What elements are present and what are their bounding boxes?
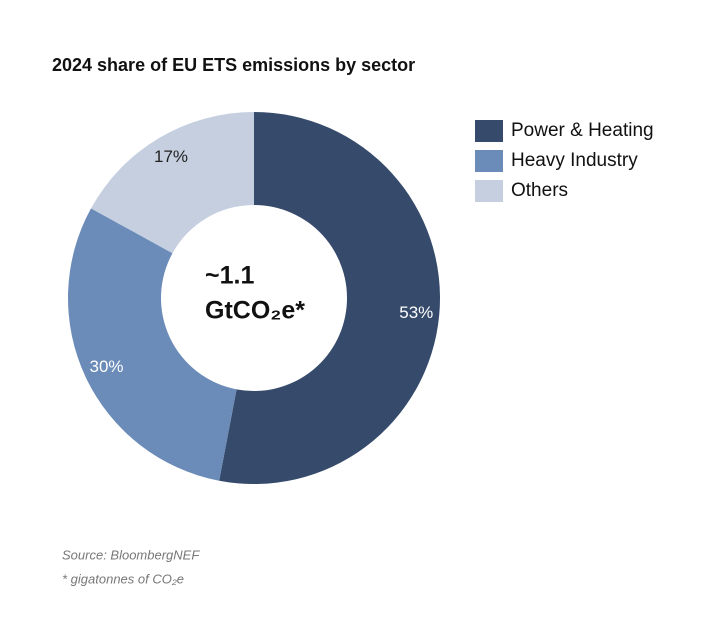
chart-title: 2024 share of EU ETS emissions by sector <box>52 55 415 75</box>
donut-segment <box>91 112 254 254</box>
legend-label: Others <box>511 180 568 201</box>
value-label: 30% <box>89 357 123 376</box>
donut-segment <box>219 111 441 485</box>
legend-swatch <box>475 150 503 172</box>
footnote: * gigatonnes of CO₂e <box>62 571 184 586</box>
value-label: 17% <box>154 147 188 166</box>
source-note: Source: BloombergNEF <box>62 547 200 562</box>
center-label: ~1.1 <box>205 262 254 290</box>
legend-swatch <box>475 180 503 202</box>
legend-label: Heavy Industry <box>511 150 638 171</box>
center-label: GtCO₂e* <box>205 297 305 325</box>
legend-label: Power & Heating <box>511 120 654 141</box>
donut-segment <box>67 208 237 481</box>
value-label: 53% <box>399 303 433 322</box>
legend-swatch <box>475 120 503 142</box>
